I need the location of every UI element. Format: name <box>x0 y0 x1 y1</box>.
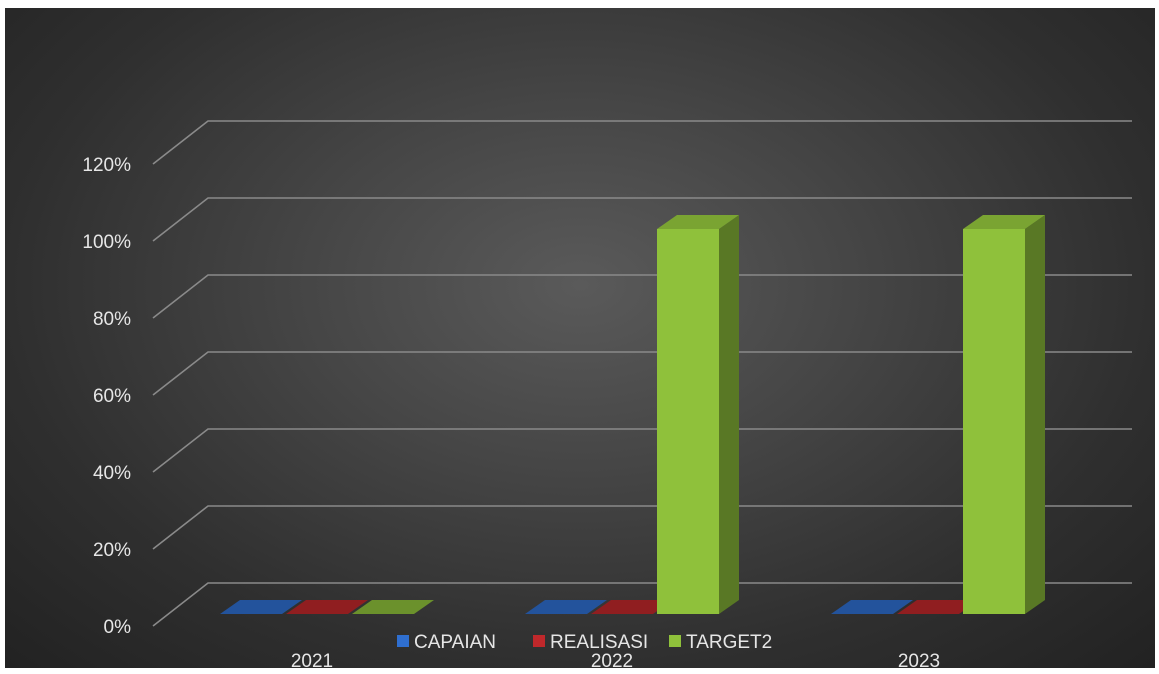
y-tick-label: 80% <box>93 309 131 330</box>
bar-front <box>963 229 1025 614</box>
bar-top <box>963 215 1045 229</box>
bar-target2-2021 <box>352 600 434 614</box>
legend-item-capaian: CAPAIAN <box>397 632 496 653</box>
bar-top <box>591 600 673 614</box>
legend-label: TARGET2 <box>686 632 772 653</box>
chart-svg: 0% 20% 40% 60% 80% 100% 120% 2021 2022 2023 CAPA… <box>82 120 1132 668</box>
bar-top <box>352 600 434 614</box>
bar-realisasi-2021 <box>286 600 368 614</box>
legend-label: CAPAIAN <box>414 632 496 653</box>
bar-capaian-2023 <box>831 600 913 614</box>
legend-swatch <box>533 635 545 647</box>
y-tick-label: 20% <box>93 540 131 561</box>
bar-top <box>220 600 302 614</box>
bar-capaian-2022 <box>525 600 607 614</box>
gridline <box>152 274 1132 319</box>
gridlines <box>152 120 1132 627</box>
chart-area: 0% 20% 40% 60% 80% 100% 120% 2021 2022 2023 CAPA… <box>5 8 1155 668</box>
bar-top <box>525 600 607 614</box>
bar-realisasi-2023 <box>897 600 979 614</box>
y-tick-label: 100% <box>82 232 131 253</box>
bars <box>220 215 1045 614</box>
gridline <box>152 120 1132 165</box>
x-category-label: 2021 <box>291 651 333 668</box>
x-category-label: 2023 <box>898 651 940 668</box>
legend-item-realisasi: REALISASI <box>533 632 648 653</box>
bar-side <box>719 215 739 614</box>
x-axis-categories: 2021 2022 2023 <box>291 651 940 668</box>
bar-front <box>657 229 719 614</box>
gridline <box>152 197 1132 242</box>
gridline <box>152 428 1132 473</box>
bar-side <box>1025 215 1045 614</box>
legend-item-target2: TARGET2 <box>669 632 772 653</box>
bar-top <box>286 600 368 614</box>
legend: CAPAIAN REALISASI TARGET2 <box>397 632 772 653</box>
y-tick-label: 0% <box>104 617 132 638</box>
bar-target2-2023 <box>963 215 1045 614</box>
x-category-label: 2022 <box>591 651 633 668</box>
legend-label: REALISASI <box>550 632 648 653</box>
bar-top <box>897 600 979 614</box>
gridline <box>152 351 1132 396</box>
bar-realisasi-2022 <box>591 600 673 614</box>
bar-top <box>831 600 913 614</box>
legend-swatch <box>669 635 681 647</box>
y-tick-label: 40% <box>93 463 131 484</box>
gridline <box>152 582 1132 627</box>
y-tick-label: 60% <box>93 386 131 407</box>
bar-capaian-2021 <box>220 600 302 614</box>
legend-swatch <box>397 635 409 647</box>
y-axis-ticks: 0% 20% 40% 60% 80% 100% 120% <box>82 155 131 638</box>
bar-target2-2022 <box>657 215 739 614</box>
bar-top <box>657 215 739 229</box>
gridline <box>152 505 1132 550</box>
y-tick-label: 120% <box>82 155 131 176</box>
